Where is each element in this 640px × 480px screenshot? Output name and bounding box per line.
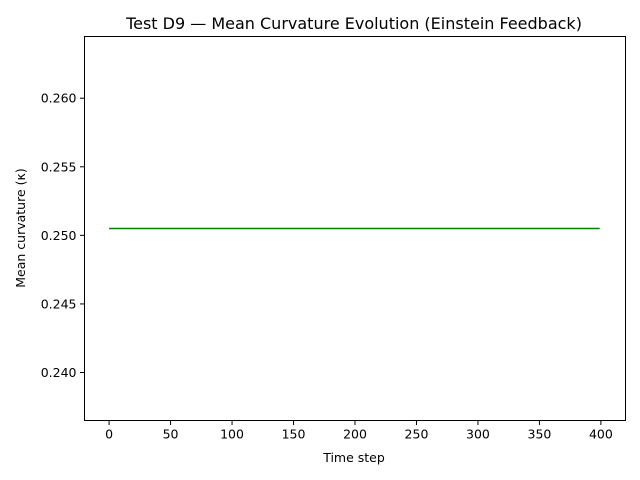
y-tick-label: 0.245 bbox=[41, 296, 77, 311]
x-axis-label: Time step bbox=[322, 450, 385, 465]
x-axis: 0 50 100 150 200 250 300 350 400 bbox=[105, 420, 613, 442]
chart-title: Test D9 — Mean Curvature Evolution (Eins… bbox=[125, 14, 582, 33]
x-tick-label: 200 bbox=[343, 427, 367, 442]
y-tick-label: 0.255 bbox=[41, 159, 77, 174]
y-tick-label: 0.240 bbox=[41, 365, 77, 380]
y-tick-label: 0.250 bbox=[41, 228, 77, 243]
x-tick-label: 100 bbox=[220, 427, 244, 442]
x-tick-label: 50 bbox=[163, 427, 179, 442]
y-tick-label: 0.260 bbox=[41, 91, 77, 106]
x-tick-label: 400 bbox=[589, 427, 613, 442]
x-tick-label: 0 bbox=[105, 427, 113, 442]
x-tick-label: 350 bbox=[528, 427, 552, 442]
x-tick-label: 150 bbox=[282, 427, 306, 442]
y-axis-label: Mean curvature (κ) bbox=[13, 168, 28, 288]
x-tick-label: 250 bbox=[405, 427, 429, 442]
x-tick-label: 300 bbox=[466, 427, 490, 442]
y-axis: 0.240 0.245 0.250 0.255 0.260 bbox=[41, 91, 85, 380]
